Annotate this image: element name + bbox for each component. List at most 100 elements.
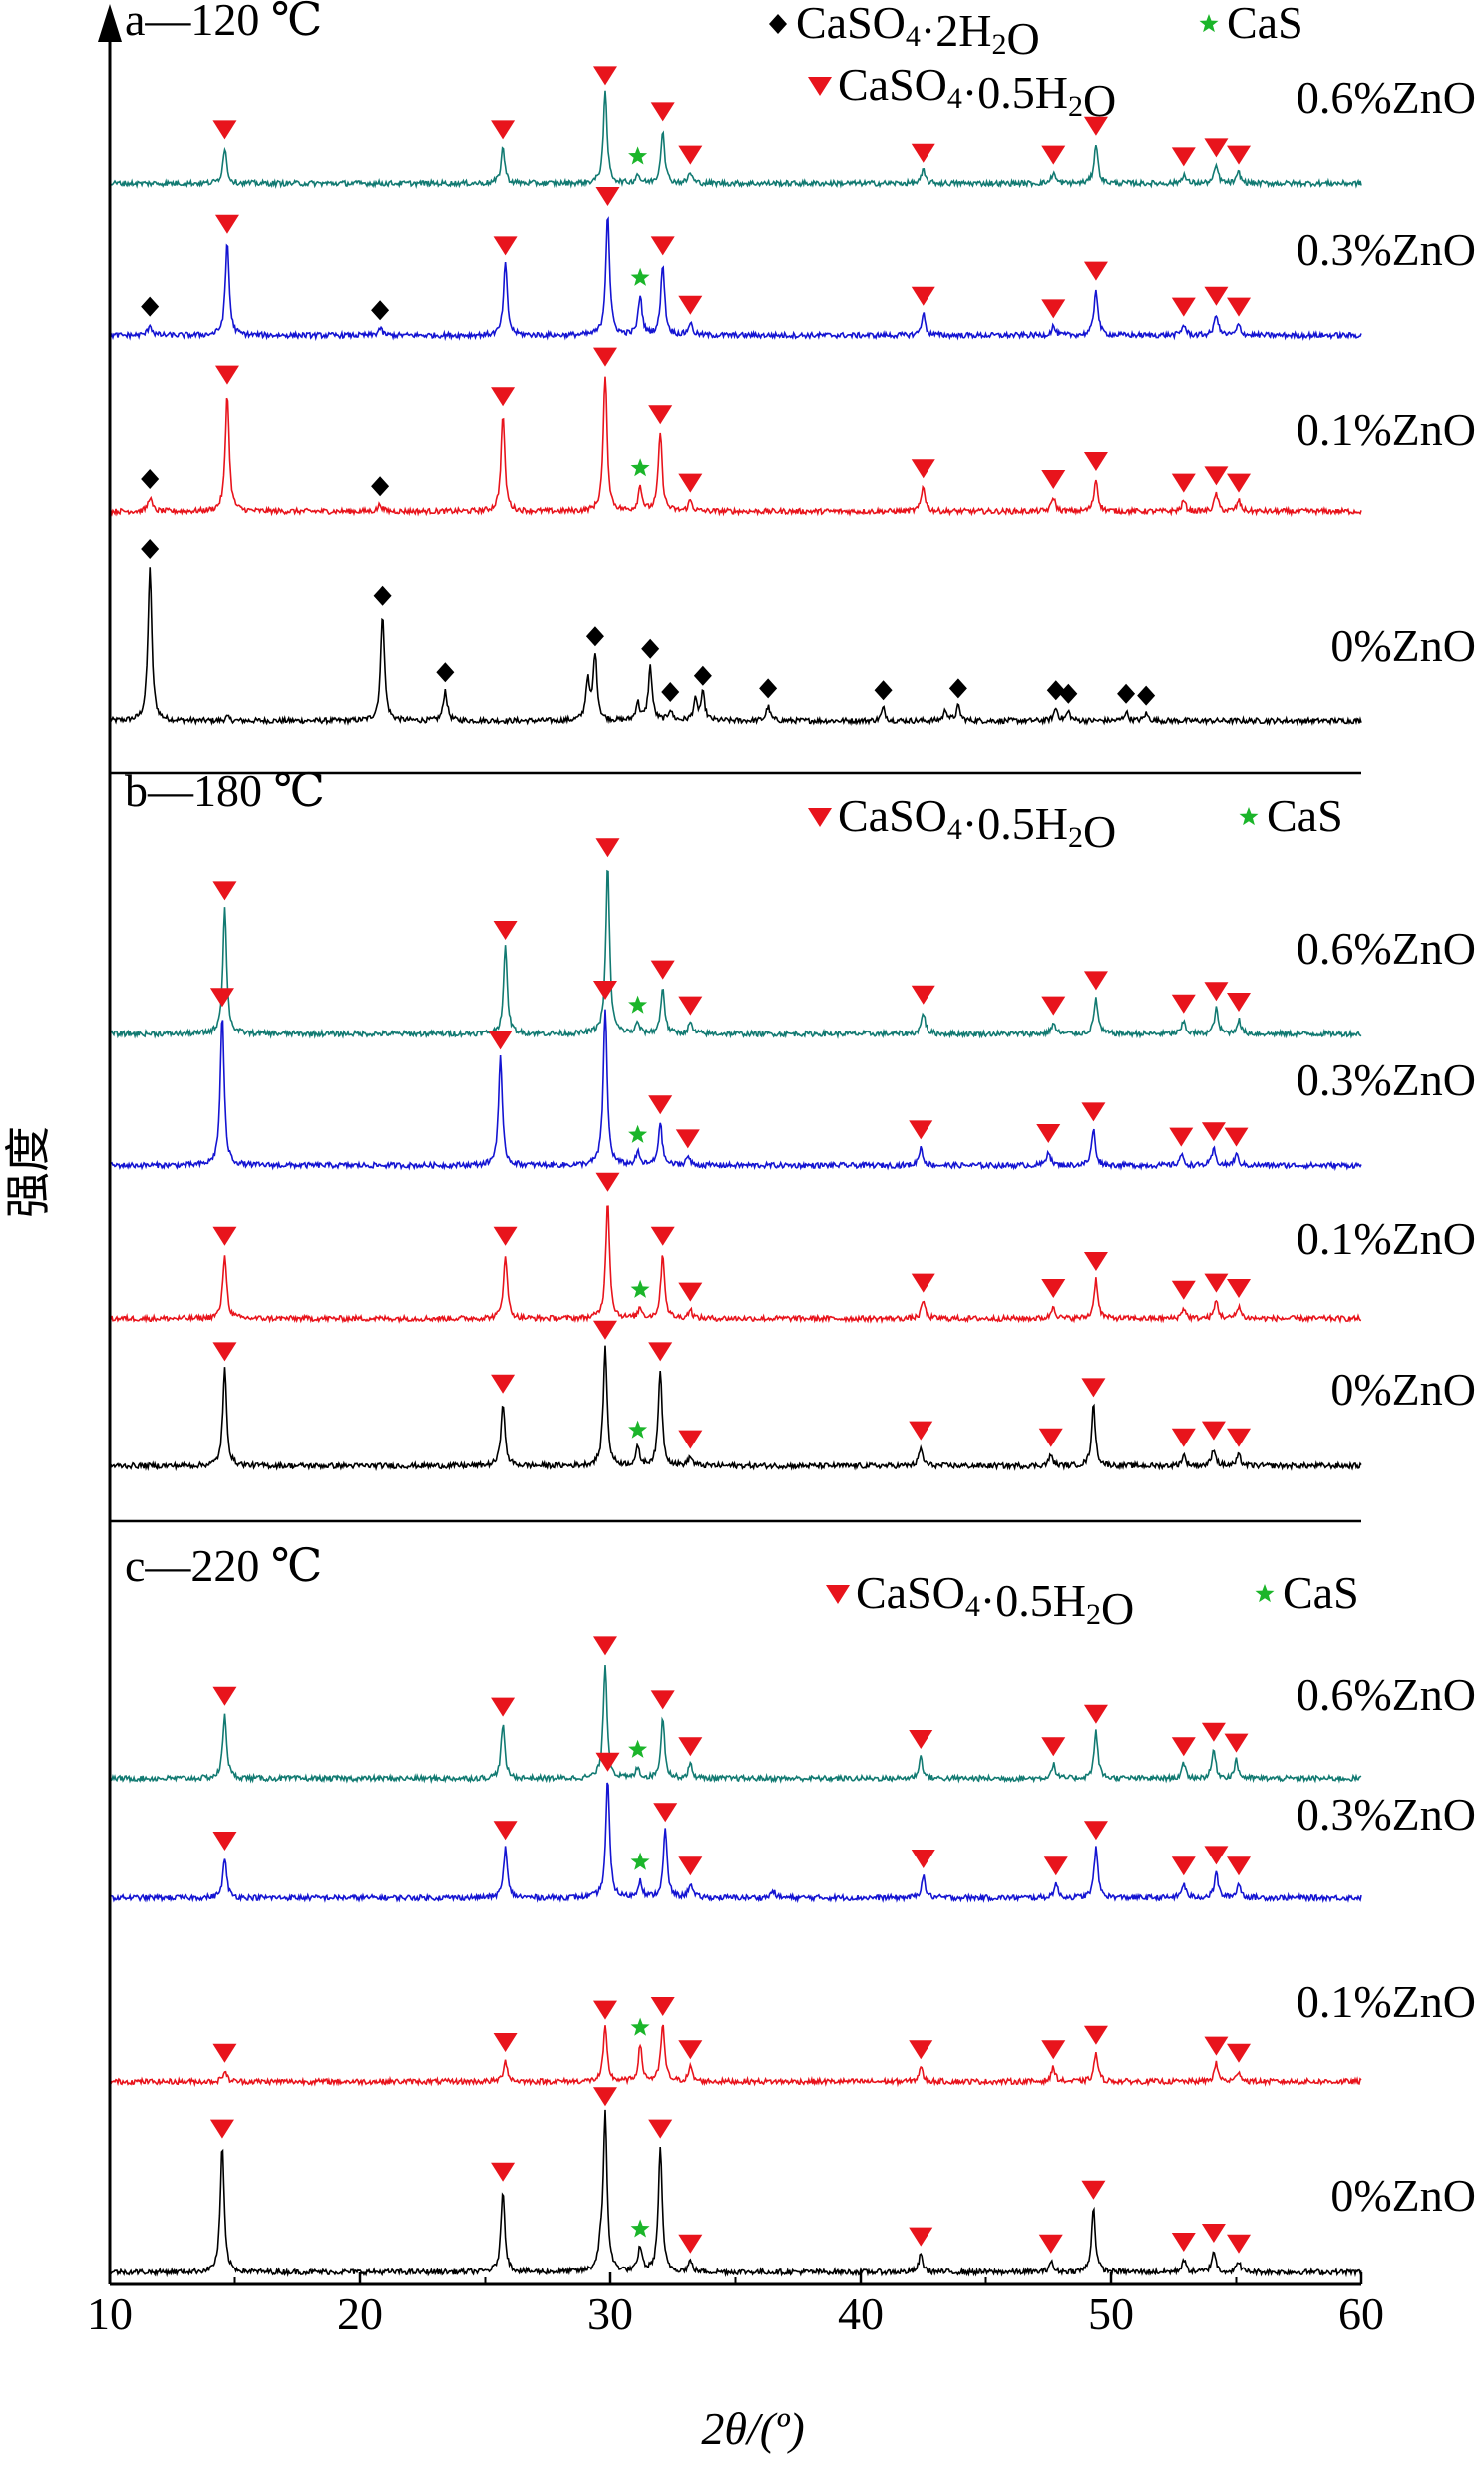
peak-marker-1-0-0-5 — [909, 1421, 933, 1441]
peak-marker-2-2-0-6 — [1043, 1856, 1068, 1876]
legend-label-1-0: CaSO4·0.5H2O — [838, 790, 1116, 857]
legend-label-2-0: CaSO4·0.5H2O — [856, 1567, 1134, 1634]
peak-marker-1-1-0-3 — [650, 1226, 675, 1246]
peak-marker-0-1-1-9 — [1204, 466, 1229, 486]
x-tick-label-3: 40 — [838, 2288, 884, 2339]
peak-marker-1-3-0-1 — [493, 921, 518, 940]
peak-marker-1-2-1-0 — [628, 1124, 648, 1143]
legend-marker-1-1 — [1239, 807, 1259, 826]
peak-marker-0-0-0-2 — [436, 662, 455, 683]
series-label-0-0: 0%ZnO — [1330, 620, 1476, 671]
x-tick-label-0: 10 — [87, 2288, 133, 2339]
series-line-0-3 — [109, 90, 1362, 190]
peak-marker-2-2-0-8 — [1171, 1856, 1196, 1876]
peak-marker-2-1-0-8 — [1204, 2036, 1229, 2056]
peak-marker-2-1-0-6 — [1041, 2040, 1066, 2060]
series-label-2-2: 0.3%ZnO — [1297, 1789, 1476, 1840]
peak-marker-2-0-0-7 — [1081, 2180, 1106, 2200]
peak-marker-1-1-0-8 — [1171, 1280, 1196, 1300]
peak-marker-0-3-0-10 — [1227, 145, 1252, 165]
series-label-2-1: 0.1%ZnO — [1297, 1976, 1476, 2027]
peak-marker-2-2-0-5 — [911, 1850, 935, 1868]
peak-marker-1-0-0-1 — [491, 1374, 516, 1394]
peak-marker-0-3-0-4 — [678, 145, 703, 165]
peak-marker-0-1-1-0 — [214, 365, 239, 385]
y-axis-label: 强度 — [3, 1126, 54, 1218]
peak-marker-0-3-1-0 — [628, 146, 648, 165]
peak-marker-0-2-1-2 — [595, 187, 620, 206]
peak-marker-2-2-0-3 — [653, 1803, 678, 1823]
series-label-1-3: 0.6%ZnO — [1297, 923, 1476, 974]
peak-marker-1-0-0-4 — [678, 1430, 703, 1449]
peak-marker-1-0-1-0 — [628, 1420, 648, 1439]
peak-marker-1-3-1-0 — [628, 995, 648, 1014]
series-label-1-1: 0.1%ZnO — [1297, 1213, 1476, 1264]
peak-marker-0-2-1-10 — [1227, 297, 1252, 317]
peak-marker-2-1-0-2 — [592, 2000, 617, 2020]
peak-marker-0-2-1-6 — [1041, 299, 1066, 319]
peak-marker-2-0-0-4 — [678, 2234, 703, 2254]
series-line-2-3 — [109, 1664, 1362, 1785]
peak-marker-0-3-0-1 — [491, 120, 516, 140]
peak-marker-0-0-0-5 — [661, 682, 680, 702]
peak-marker-0-3-0-3 — [650, 102, 675, 122]
peak-marker-0-2-1-5 — [911, 286, 935, 306]
peak-marker-1-0-0-0 — [212, 1342, 237, 1362]
peak-marker-2-3-1-0 — [628, 1739, 648, 1758]
peak-marker-0-1-1-7 — [1083, 452, 1108, 471]
peak-marker-0-0-0-12 — [1117, 683, 1136, 704]
peak-marker-1-0-0-9 — [1201, 1421, 1226, 1441]
y-axis-arrow — [98, 4, 122, 42]
series-layer — [109, 90, 1362, 2278]
series-label-0-2: 0.3%ZnO — [1297, 224, 1476, 275]
peak-marker-0-2-1-7 — [1083, 261, 1108, 281]
peak-marker-2-2-0-2 — [595, 1752, 620, 1772]
peak-marker-0-2-2-0 — [630, 267, 650, 286]
peak-marker-2-2-0-7 — [1083, 1821, 1108, 1841]
peak-marker-2-0-0-10 — [1227, 2234, 1252, 2254]
peak-marker-0-0-0-1 — [373, 585, 392, 606]
peak-marker-2-1-0-9 — [1227, 2043, 1252, 2063]
peak-marker-0-0-0-11 — [1059, 683, 1078, 704]
peak-marker-2-0-0-2 — [592, 2087, 617, 2107]
peak-marker-1-0-0-3 — [648, 1342, 673, 1362]
peak-marker-2-0-0-8 — [1171, 2233, 1196, 2252]
series-line-0-2 — [109, 216, 1362, 342]
peak-marker-0-2-1-1 — [493, 236, 518, 256]
peak-marker-1-3-0-5 — [911, 985, 935, 1005]
peak-marker-0-1-1-4 — [678, 473, 703, 493]
peak-marker-1-1-0-0 — [212, 1226, 237, 1246]
peak-marker-1-2-0-9 — [1201, 1122, 1226, 1142]
peak-marker-0-0-0-9 — [948, 678, 967, 699]
series-line-0-1 — [109, 376, 1362, 518]
peak-marker-1-1-0-4 — [678, 1282, 703, 1302]
x-tick-label-1: 20 — [337, 2288, 383, 2339]
legend-label-0-0: CaSO4·2H2O — [796, 0, 1040, 64]
peak-marker-2-1-1-0 — [630, 2017, 650, 2036]
legend-label-2-1: CaS — [1283, 1567, 1359, 1618]
peak-marker-0-1-1-8 — [1171, 473, 1196, 493]
peak-marker-1-0-0-6 — [1038, 1428, 1063, 1447]
legend-label-0-1: CaS — [1227, 0, 1303, 48]
peak-marker-2-0-0-5 — [909, 2227, 933, 2247]
peak-marker-1-3-0-0 — [212, 881, 237, 901]
peak-marker-2-3-0-4 — [678, 1737, 703, 1757]
peak-marker-2-3-0-8 — [1171, 1737, 1196, 1757]
axis-layer: 10 20 30 40 50 60 — [87, 4, 1384, 2339]
peak-marker-2-0-0-3 — [648, 2119, 673, 2139]
peak-marker-1-1-0-2 — [595, 1172, 620, 1192]
legend-marker-2-1 — [1255, 1584, 1275, 1603]
peak-marker-2-2-1-0 — [630, 1852, 650, 1870]
peak-marker-2-2-0-9 — [1204, 1846, 1229, 1865]
peak-marker-2-3-0-7 — [1083, 1704, 1108, 1724]
peak-marker-0-3-0-6 — [1041, 145, 1066, 165]
peak-marker-2-3-0-2 — [592, 1636, 617, 1656]
peak-marker-2-3-0-6 — [1041, 1737, 1066, 1757]
peak-marker-1-0-0-2 — [592, 1320, 617, 1340]
peak-marker-0-2-0-0 — [141, 296, 160, 317]
peak-marker-0-0-0-0 — [141, 539, 160, 559]
peak-marker-2-3-0-5 — [909, 1730, 933, 1749]
peak-marker-2-1-0-7 — [1083, 2025, 1108, 2045]
peak-marker-1-1-0-10 — [1227, 1279, 1252, 1298]
